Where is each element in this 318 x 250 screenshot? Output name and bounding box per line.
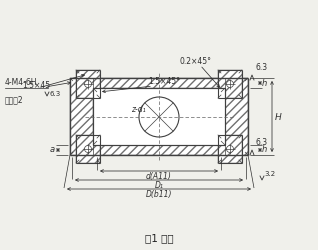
Text: 0.2×45°: 0.2×45° <box>179 58 211 66</box>
Circle shape <box>85 80 92 87</box>
Text: h: h <box>262 78 267 88</box>
Circle shape <box>139 97 179 137</box>
Text: a: a <box>50 146 55 154</box>
Text: 6.3: 6.3 <box>49 91 60 97</box>
Text: D₁: D₁ <box>155 181 163 190</box>
Circle shape <box>226 146 233 152</box>
Bar <box>93 78 225 88</box>
Bar <box>76 70 100 98</box>
Bar <box>70 78 93 155</box>
Bar <box>93 145 225 155</box>
Text: h: h <box>262 146 267 154</box>
Text: 1.5×45: 1.5×45 <box>22 82 50 90</box>
Text: 图1 隔环: 图1 隔环 <box>145 233 173 243</box>
Circle shape <box>226 80 233 87</box>
Text: H: H <box>275 112 282 122</box>
Bar <box>93 88 225 145</box>
Text: 6.3: 6.3 <box>255 138 267 147</box>
Text: 1.5×45°: 1.5×45° <box>148 78 180 86</box>
Text: d(A11): d(A11) <box>146 172 172 181</box>
Text: D(b11): D(b11) <box>146 190 172 199</box>
Text: 两端各2: 两端各2 <box>5 95 24 104</box>
Text: 6.3: 6.3 <box>255 63 267 72</box>
Text: 4-M4-6H: 4-M4-6H <box>5 78 38 87</box>
Bar <box>76 135 100 163</box>
Bar <box>218 135 242 163</box>
Circle shape <box>85 146 92 152</box>
Bar <box>225 78 248 155</box>
Bar <box>218 70 242 98</box>
Text: 3.2: 3.2 <box>264 171 275 177</box>
Text: z-d₁: z-d₁ <box>131 104 146 114</box>
